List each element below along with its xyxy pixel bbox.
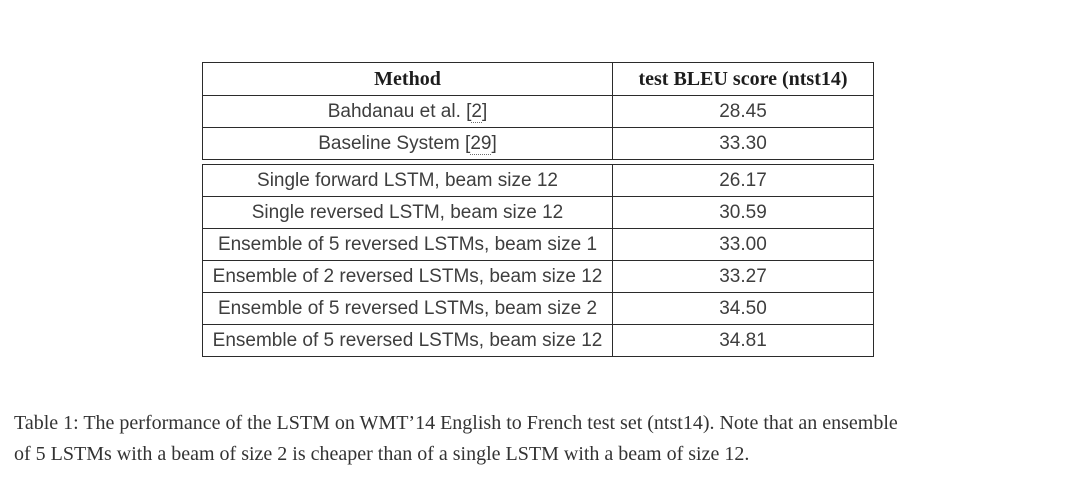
results-table-lstm: Single forward LSTM, beam size 12 26.17 …	[202, 164, 874, 357]
method-cell: Ensemble of 5 reversed LSTMs, beam size …	[202, 292, 613, 325]
table-row: Bahdanau et al. [2] 28.45	[202, 95, 874, 128]
score-cell: 33.00	[612, 228, 874, 261]
table-row: Ensemble of 5 reversed LSTMs, beam size …	[202, 292, 874, 325]
table-1: Method test BLEU score (ntst14) Bahdanau…	[202, 62, 874, 357]
method-text-pre: Baseline System [	[318, 132, 471, 154]
score-cell: 30.59	[612, 196, 874, 229]
column-header-method: Method	[202, 62, 613, 96]
caption-line-1: Table 1: The performance of the LSTM on …	[14, 412, 898, 434]
method-text-post: ]	[481, 100, 488, 122]
table-row: Single reversed LSTM, beam size 12 30.59	[202, 196, 874, 229]
score-cell: 33.30	[612, 127, 874, 160]
results-table-baseline: Method test BLEU score (ntst14) Bahdanau…	[202, 62, 874, 160]
score-cell: 33.27	[612, 260, 874, 293]
score-cell: 26.17	[612, 164, 874, 197]
method-cell: Baseline System [29]	[202, 127, 613, 160]
best-score-cell: 34.81	[612, 324, 874, 357]
table-caption: Table 1: The performance of the LSTM on …	[14, 408, 1060, 470]
table-row: Ensemble of 5 reversed LSTMs, beam size …	[202, 228, 874, 261]
method-cell: Ensemble of 5 reversed LSTMs, beam size …	[202, 228, 613, 261]
table-row: Baseline System [29] 33.30	[202, 127, 874, 160]
table-row: Single forward LSTM, beam size 12 26.17	[202, 164, 874, 197]
header-row: Method test BLEU score (ntst14)	[202, 62, 874, 96]
method-cell: Ensemble of 5 reversed LSTMs, beam size …	[202, 324, 613, 357]
score-cell: 28.45	[612, 95, 874, 128]
method-cell: Single forward LSTM, beam size 12	[202, 164, 613, 197]
column-header-bleu: test BLEU score (ntst14)	[612, 62, 874, 96]
citation-link-29[interactable]: 29	[470, 132, 492, 155]
caption-line-2: of 5 LSTMs with a beam of size 2 is chea…	[14, 443, 750, 465]
table-row: Ensemble of 2 reversed LSTMs, beam size …	[202, 260, 874, 293]
score-cell: 34.50	[612, 292, 874, 325]
method-cell: Single reversed LSTM, beam size 12	[202, 196, 613, 229]
citation-link-2[interactable]: 2	[471, 100, 482, 123]
method-cell: Bahdanau et al. [2]	[202, 95, 613, 128]
method-text-post: ]	[491, 132, 497, 154]
method-cell: Ensemble of 2 reversed LSTMs, beam size …	[202, 260, 613, 293]
table-row: Ensemble of 5 reversed LSTMs, beam size …	[202, 324, 874, 357]
method-text-pre: Bahdanau et al. [	[327, 100, 472, 122]
